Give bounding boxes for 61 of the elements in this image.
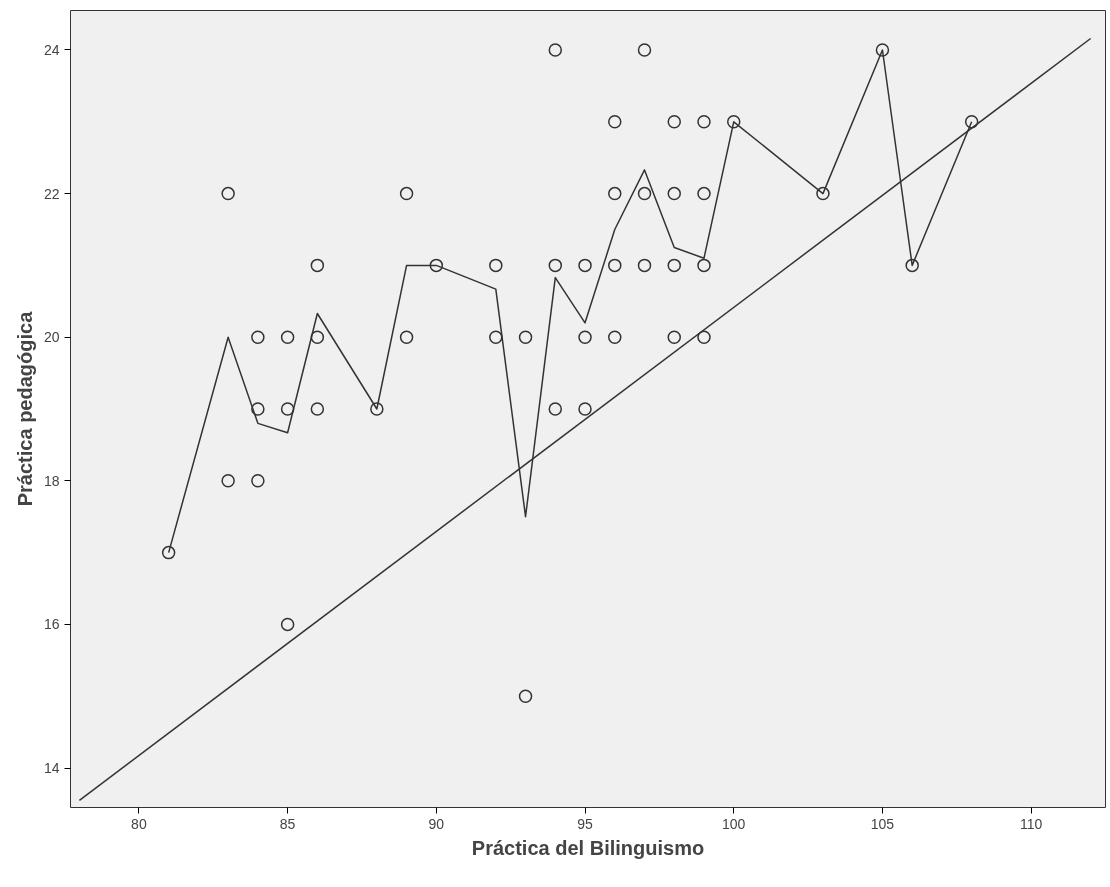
point xyxy=(310,402,325,416)
x-axis-title: Práctica del Bilinguismo xyxy=(471,836,705,859)
point xyxy=(578,402,592,416)
point xyxy=(608,330,622,344)
point xyxy=(667,258,681,273)
point xyxy=(905,258,919,273)
point xyxy=(667,330,681,344)
y-tick-label: 14 xyxy=(43,760,60,777)
point xyxy=(697,258,711,273)
point xyxy=(280,402,295,416)
point xyxy=(518,689,533,703)
point xyxy=(251,402,265,416)
x-tick-label: 85 xyxy=(279,815,296,832)
y-tick-label: 18 xyxy=(43,472,60,489)
point xyxy=(548,43,563,57)
point xyxy=(251,474,265,488)
x-tick-label: 105 xyxy=(870,815,895,832)
point xyxy=(310,330,325,344)
point xyxy=(429,258,444,273)
point xyxy=(280,617,295,632)
point xyxy=(726,115,741,129)
point xyxy=(251,330,265,344)
point xyxy=(280,330,295,344)
x-tick-label: 90 xyxy=(428,815,445,832)
point xyxy=(667,186,681,201)
point xyxy=(697,330,711,344)
point xyxy=(637,43,652,57)
point xyxy=(608,258,622,273)
point xyxy=(637,258,652,273)
x-tick-label: 100 xyxy=(722,815,746,832)
point xyxy=(161,545,176,560)
point xyxy=(310,258,325,273)
point xyxy=(667,115,681,129)
y-tick-label: 16 xyxy=(43,616,60,633)
y-axis-title: Práctica pedagógica xyxy=(13,310,36,507)
point xyxy=(399,186,414,201)
point xyxy=(221,186,235,201)
point xyxy=(518,330,533,344)
point xyxy=(548,402,563,416)
x-tick-label: 80 xyxy=(131,815,147,832)
point xyxy=(548,258,563,273)
y-tick-label: 22 xyxy=(43,185,60,202)
point xyxy=(578,258,592,273)
point xyxy=(816,186,830,201)
x-tick-label: 95 xyxy=(577,815,594,832)
point xyxy=(608,186,622,201)
point xyxy=(697,186,711,201)
point xyxy=(370,402,384,416)
point xyxy=(489,258,503,273)
point xyxy=(399,330,414,344)
point xyxy=(875,43,890,57)
point xyxy=(221,474,235,488)
point xyxy=(637,186,652,201)
point xyxy=(578,330,592,344)
x-tick-label: 110 xyxy=(1019,815,1043,832)
y-tick-label: 24 xyxy=(43,41,60,58)
point xyxy=(489,330,503,344)
point xyxy=(697,115,711,129)
point xyxy=(608,115,622,129)
point xyxy=(964,115,979,129)
y-tick-label: 20 xyxy=(43,329,60,346)
